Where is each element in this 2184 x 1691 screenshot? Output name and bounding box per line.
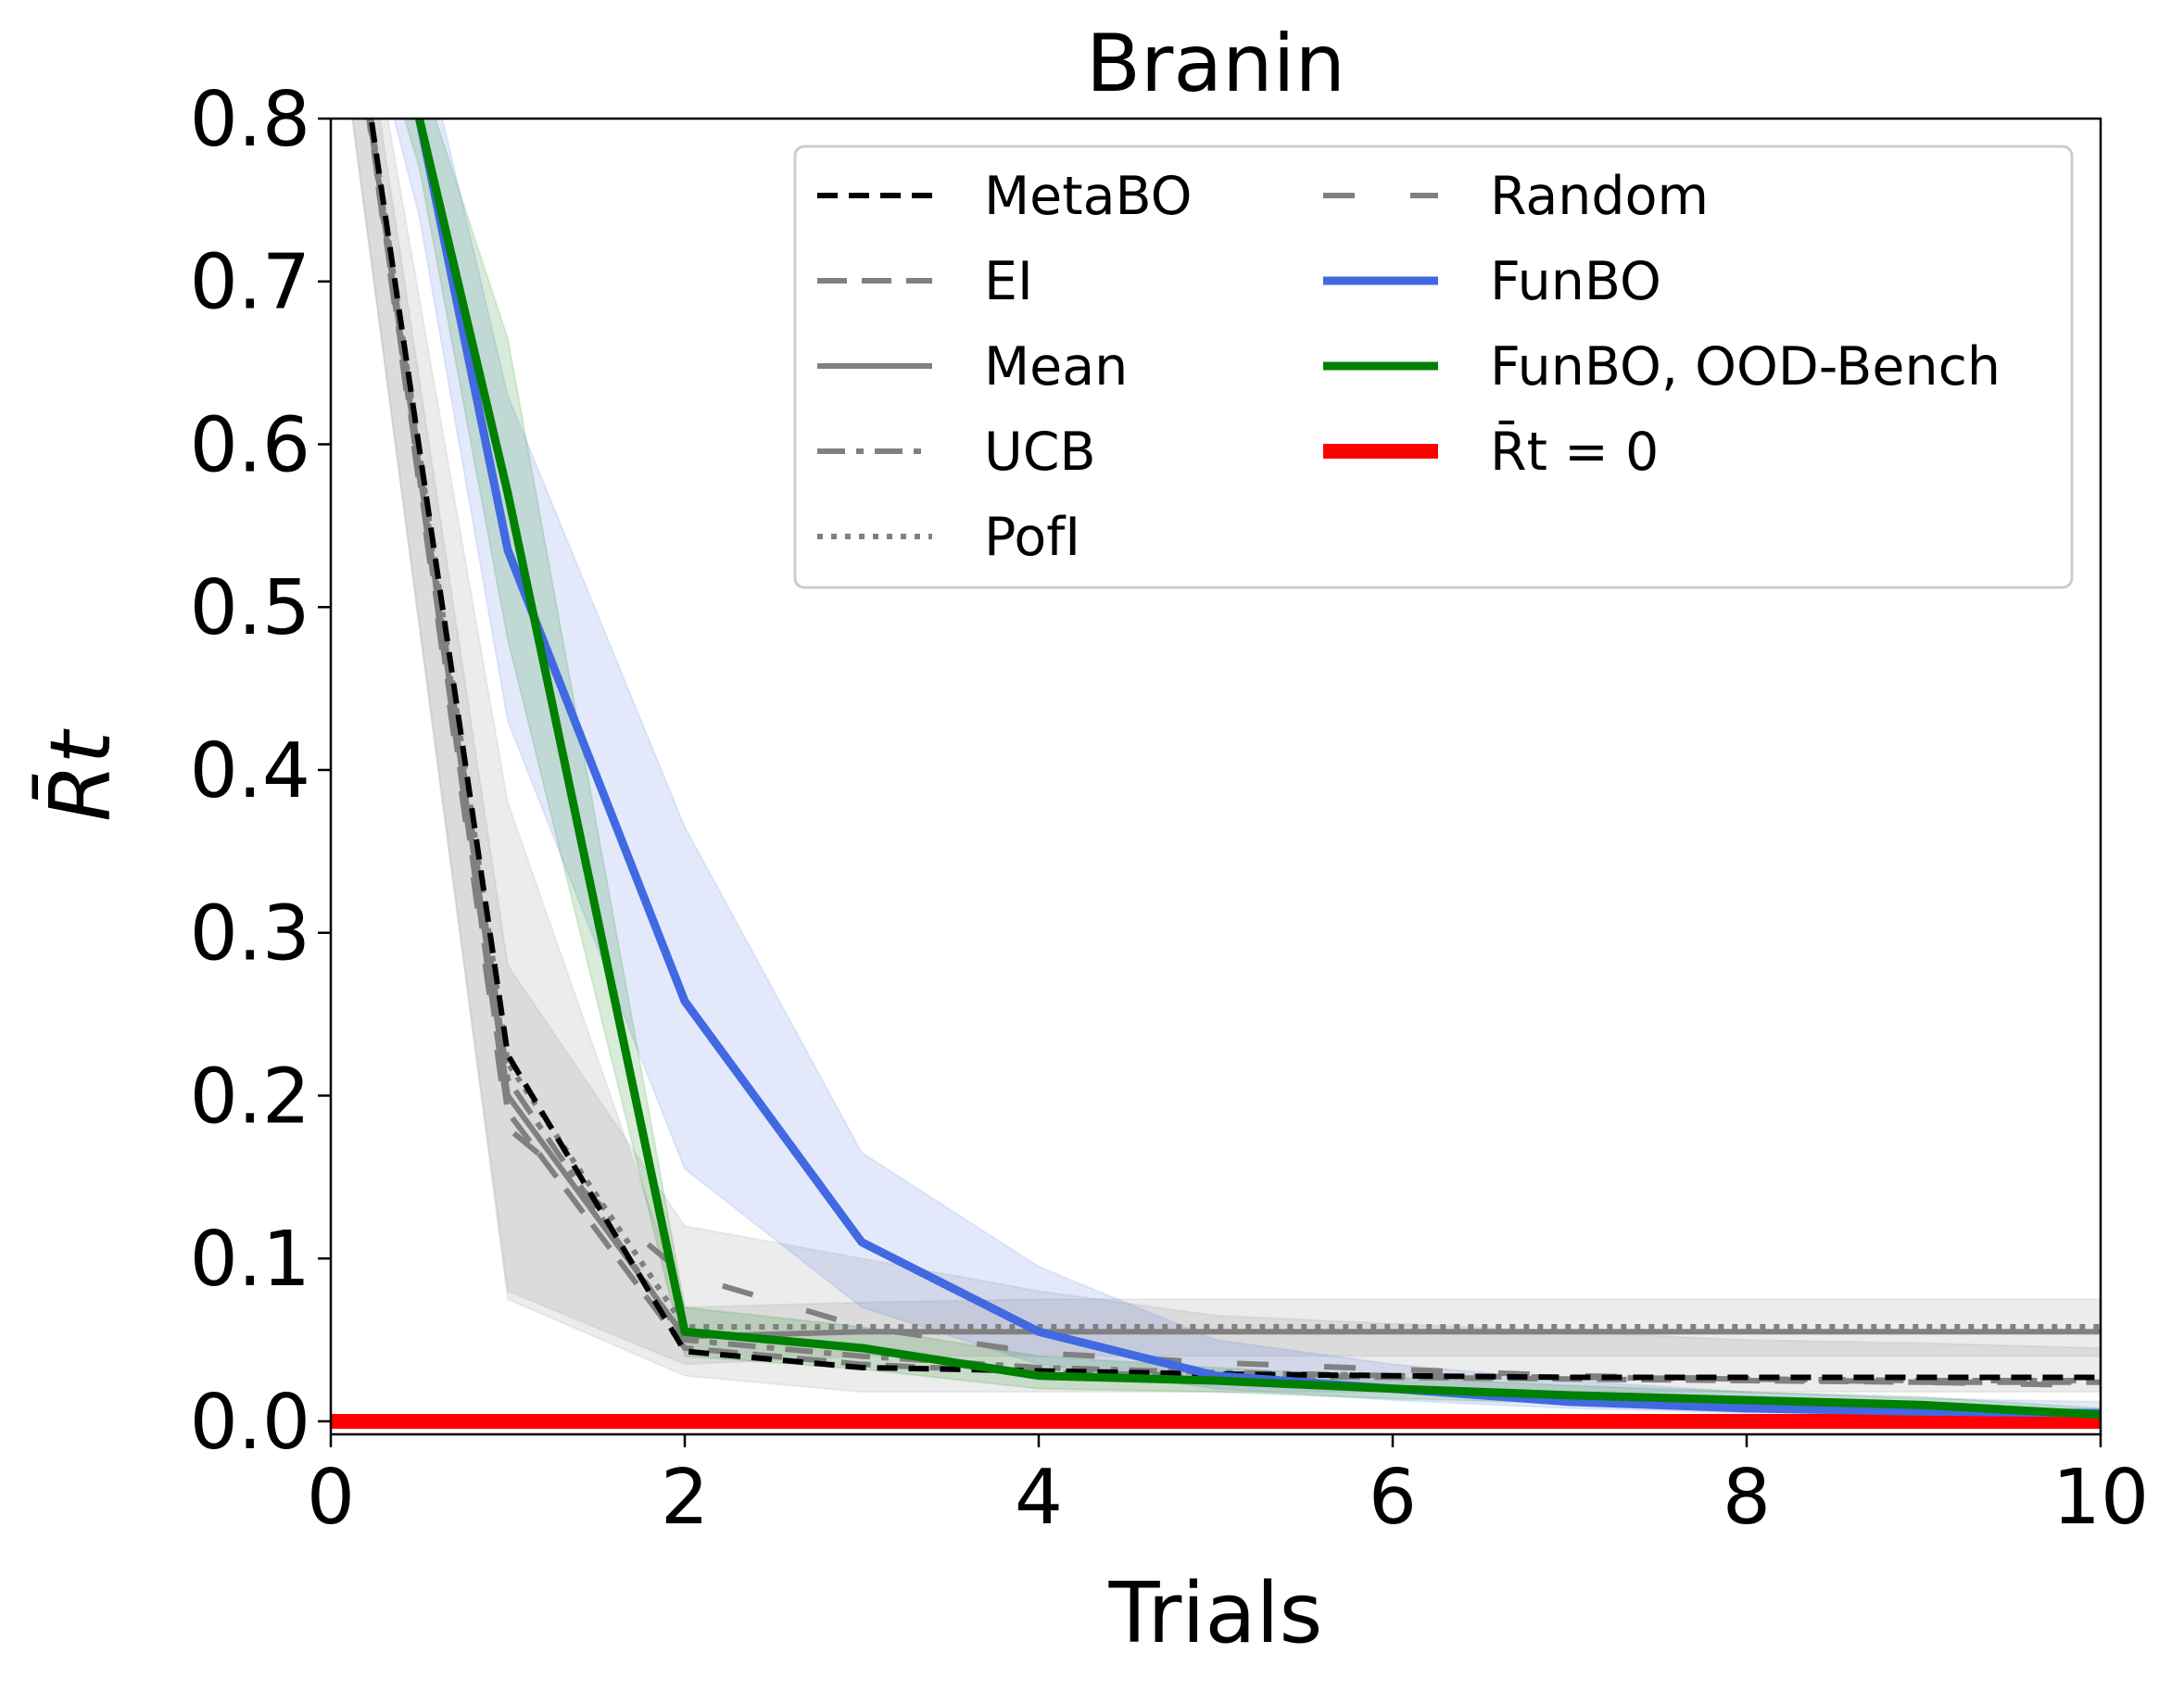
series-lines [331, 119, 2101, 1429]
x-tick-label: 0 [307, 1454, 355, 1542]
legend-label-mean: Mean [984, 336, 1128, 398]
x-axis-ticks: 0 2 4 6 8 10 [307, 1434, 2149, 1542]
legend-label-pofi: PofI [984, 507, 1080, 568]
legend: MetaBO EI Mean UCB PofI Random FunBO FunBO, OOD… [793, 145, 2074, 589]
legend-label-ucb: UCB [984, 422, 1096, 483]
plot-area [331, 119, 2101, 1429]
y-tick-label: 0.8 [190, 76, 310, 164]
y-tick-label: 0.7 [190, 239, 310, 327]
legend-label-ei: EI [984, 251, 1033, 312]
legend-label-metabo: MetaBO [984, 166, 1193, 227]
y-tick-label: 0.6 [190, 401, 310, 489]
x-tick-label: 2 [661, 1454, 709, 1542]
line-funbo-ood-bench [414, 119, 2101, 1420]
x-tick-label: 6 [1369, 1454, 1417, 1542]
band-random [351, 119, 2101, 1394]
y-tick-label: 0.4 [190, 727, 310, 815]
y-tick-label: 0.1 [190, 1216, 310, 1304]
legend-label-funbo-ood-bench: FunBO, OOD-Bench [1490, 336, 2001, 398]
y-tick-label: 0.0 [190, 1379, 310, 1467]
x-tick-label: 8 [1723, 1454, 1771, 1542]
y-axis-ticks: 0.0 0.1 0.2 0.3 0.4 0.5 0.6 0.7 0.8 [190, 76, 331, 1467]
line-pofi [368, 119, 2101, 1331]
x-tick-label: 4 [1015, 1454, 1063, 1542]
chart-title: Branin [1086, 18, 1345, 110]
line-funbo [414, 119, 2101, 1418]
y-tick-label: 0.5 [190, 564, 310, 652]
x-axis-title: Trials [1108, 1565, 1323, 1662]
y-tick-label: 0.2 [190, 1053, 310, 1141]
band-funbo [393, 119, 2101, 1418]
line-metabo [368, 119, 2101, 1381]
plot-frame [329, 117, 2102, 1436]
y-axis-title: R̄t [32, 727, 130, 822]
y-axis-title-text: R̄t [32, 727, 130, 822]
legend-label-r-t-0: R̄t = 0 [1490, 421, 1659, 483]
x-tick-label: 10 [2052, 1454, 2149, 1542]
legend-label-funbo: FunBO [1490, 251, 1661, 312]
y-tick-label: 0.3 [190, 890, 310, 978]
legend-label-random: Random [1490, 166, 1709, 227]
